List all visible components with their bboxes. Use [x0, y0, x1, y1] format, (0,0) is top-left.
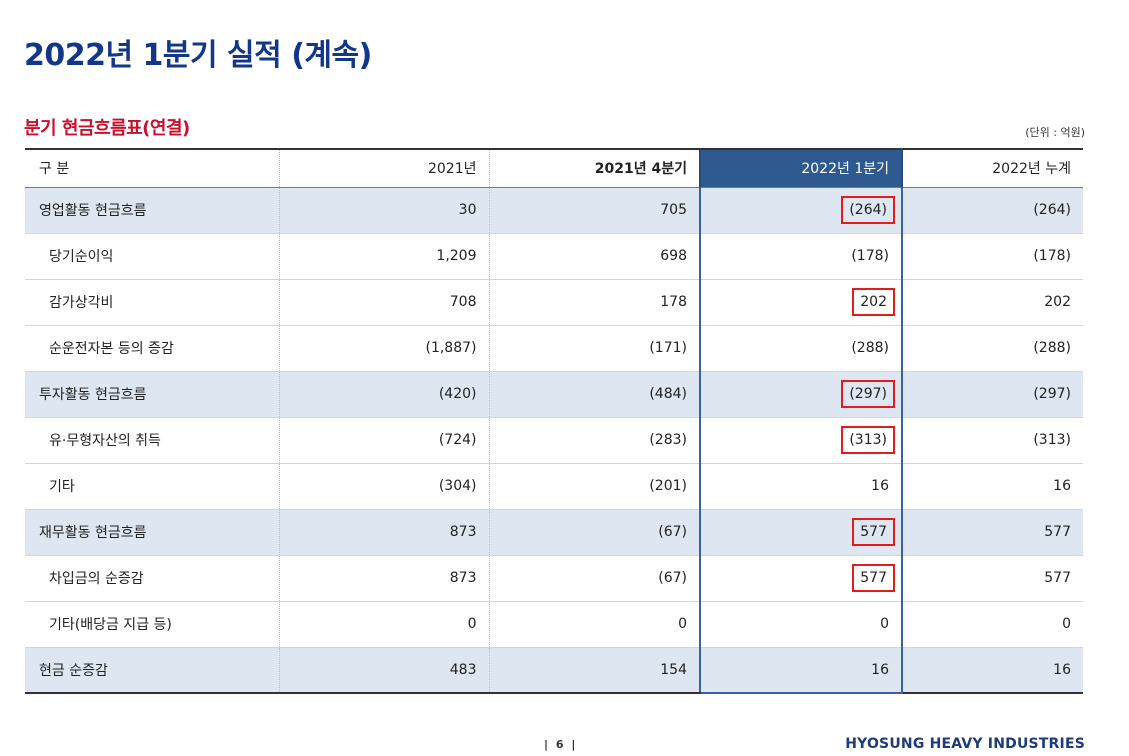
cell-2022-ytd: (264): [902, 187, 1083, 234]
cell-2022-q1: (264): [699, 187, 903, 234]
cell-2022-ytd: 0: [902, 601, 1083, 648]
cell-2021-q4: (171): [488, 325, 700, 372]
table-row: 당기순이익 1,209 698 (178) (178): [25, 233, 1083, 280]
row-label: 기타: [25, 463, 279, 510]
cell-2022-ytd: (297): [902, 371, 1083, 418]
cell-2021: (1,887): [278, 325, 489, 372]
header-2022-q1: 2022년 1분기: [699, 148, 903, 188]
annotation-box: 577: [852, 564, 895, 592]
cell-2022-q1: 577: [699, 555, 903, 602]
cell-2022-q1: 16: [699, 463, 903, 510]
cell-2022-ytd: 577: [902, 555, 1083, 602]
cell-2021: (420): [278, 371, 489, 418]
brand-name: HYOSUNG HEAVY INDUSTRIES: [845, 736, 1085, 752]
table-row: 순운전자본 등의 증감 (1,887) (171) (288) (288): [25, 325, 1083, 372]
cell-2021: (724): [278, 417, 489, 464]
unit-label: (단위 : 억원): [1025, 126, 1085, 139]
row-label: 감가상각비: [25, 279, 279, 326]
cell-2021-q4: 154: [488, 647, 700, 694]
cell-2021-q4: 705: [488, 187, 700, 234]
cell-2022-q1: (313): [699, 417, 903, 464]
row-label: 차입금의 순증감: [25, 555, 279, 602]
cell-2021-q4: 0: [488, 601, 700, 648]
table-row: 감가상각비 708 178 202 202: [25, 279, 1083, 326]
cell-2021: 0: [278, 601, 489, 648]
table-row: 유·무형자산의 취득 (724) (283) (313) (313): [25, 417, 1083, 464]
cell-2021-q4: (67): [488, 555, 700, 602]
cell-2022-ytd: (178): [902, 233, 1083, 280]
table-row: 차입금의 순증감 873 (67) 577 577: [25, 555, 1083, 602]
cell-2021-q4: (201): [488, 463, 700, 510]
table-row: 기타 (304) (201) 16 16: [25, 463, 1083, 510]
cell-2021: (304): [278, 463, 489, 510]
header-2022-ytd: 2022년 누계: [902, 148, 1083, 188]
row-label: 투자활동 현금흐름: [25, 371, 279, 418]
cell-2022-q1: 0: [699, 601, 903, 648]
cell-2022-ytd: 16: [902, 647, 1083, 694]
table-row: 현금 순증감 483 154 16 16: [25, 647, 1083, 694]
cell-2022-q1: (297): [699, 371, 903, 418]
cell-2022-ytd: (313): [902, 417, 1083, 464]
cell-2021: 873: [278, 509, 489, 556]
header-category: 구 분: [25, 148, 279, 188]
annotation-box: (297): [841, 380, 895, 408]
row-label: 당기순이익: [25, 233, 279, 280]
header-2021-q4: 2021년 4분기: [488, 148, 700, 188]
table-row: 영업활동 현금흐름 30 705 (264) (264): [25, 187, 1083, 234]
cell-2022-ytd: 202: [902, 279, 1083, 326]
annotation-box: (313): [841, 426, 895, 454]
row-label: 재무활동 현금흐름: [25, 509, 279, 556]
table-row: 기타(배당금 지급 등) 0 0 0 0: [25, 601, 1083, 648]
cell-2021: 30: [278, 187, 489, 234]
cell-2021-q4: 698: [488, 233, 700, 280]
table-row: 재무활동 현금흐름 873 (67) 577 577: [25, 509, 1083, 556]
cell-2021-q4: 178: [488, 279, 700, 326]
table-header-row: 구 분 2021년 2021년 4분기 2022년 1분기 2022년 누계: [25, 148, 1083, 188]
cell-2022-ytd: (288): [902, 325, 1083, 372]
cell-2021-q4: (484): [488, 371, 700, 418]
row-label: 영업활동 현금흐름: [25, 187, 279, 234]
page-title: 2022년 1분기 실적 (계속): [24, 38, 372, 73]
cell-2022-q1: (178): [699, 233, 903, 280]
page-number: | 6 |: [544, 738, 578, 751]
cell-2021-q4: (67): [488, 509, 700, 556]
cell-2022-q1: (288): [699, 325, 903, 372]
row-label: 유·무형자산의 취득: [25, 417, 279, 464]
cell-2022-ytd: 577: [902, 509, 1083, 556]
cell-2021: 873: [278, 555, 489, 602]
row-label: 기타(배당금 지급 등): [25, 601, 279, 648]
cell-2022-q1: 202: [699, 279, 903, 326]
annotation-box: 577: [852, 518, 895, 546]
annotation-box: (264): [841, 196, 895, 224]
cell-2022-q1: 577: [699, 509, 903, 556]
section-title: 분기 현금흐름표(연결): [24, 118, 190, 139]
cell-2022-q1: 16: [699, 647, 903, 694]
cell-2021: 483: [278, 647, 489, 694]
cell-2021-q4: (283): [488, 417, 700, 464]
annotation-box: 202: [852, 288, 895, 316]
table-row: 투자활동 현금흐름 (420) (484) (297) (297): [25, 371, 1083, 418]
row-label: 순운전자본 등의 증감: [25, 325, 279, 372]
cell-2021: 1,209: [278, 233, 489, 280]
header-2021: 2021년: [278, 148, 489, 188]
row-label: 현금 순증감: [25, 647, 279, 694]
cash-flow-table: 구 분 2021년 2021년 4분기 2022년 1분기 2022년 누계 영…: [25, 148, 1083, 694]
cell-2022-ytd: 16: [902, 463, 1083, 510]
cell-2021: 708: [278, 279, 489, 326]
